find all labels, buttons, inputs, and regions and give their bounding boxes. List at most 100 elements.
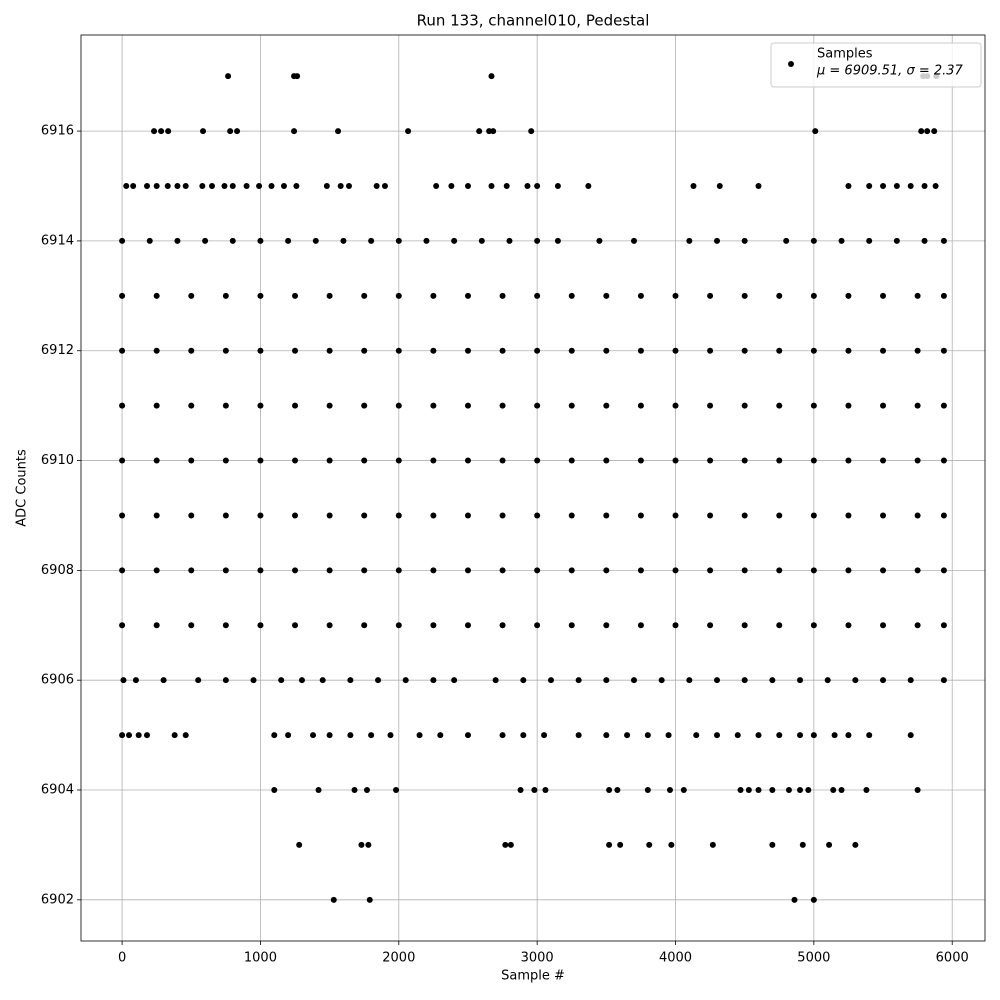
point	[554, 183, 561, 189]
point	[326, 622, 333, 629]
point	[330, 896, 337, 903]
point	[824, 677, 831, 684]
point	[534, 183, 541, 189]
point	[603, 732, 610, 739]
point	[914, 622, 921, 629]
point	[257, 512, 264, 519]
point	[132, 677, 139, 684]
point	[921, 237, 928, 244]
point	[151, 128, 158, 135]
point	[298, 677, 305, 684]
point	[335, 128, 342, 135]
point	[285, 237, 292, 244]
point	[257, 347, 264, 354]
point	[741, 292, 748, 299]
point	[776, 567, 783, 574]
point	[810, 457, 817, 464]
point	[373, 183, 380, 189]
point	[637, 402, 644, 409]
point	[153, 512, 160, 519]
point	[229, 237, 236, 244]
point	[596, 237, 603, 244]
point	[776, 732, 783, 739]
point	[358, 841, 365, 848]
point	[707, 292, 714, 299]
point	[921, 183, 928, 189]
point	[741, 347, 748, 354]
point	[405, 128, 412, 135]
point	[603, 677, 610, 684]
legend-marker	[788, 61, 794, 67]
point	[257, 402, 264, 409]
point	[221, 183, 228, 189]
point	[464, 402, 471, 409]
point	[707, 512, 714, 519]
y-tick-label: 6916	[41, 124, 74, 139]
point	[776, 457, 783, 464]
point	[395, 402, 402, 409]
point	[528, 128, 535, 135]
point	[707, 622, 714, 629]
point	[340, 237, 347, 244]
point	[637, 622, 644, 629]
point	[437, 732, 444, 739]
point	[393, 787, 400, 793]
point	[363, 787, 370, 793]
point	[769, 677, 776, 684]
point	[940, 347, 947, 354]
point	[914, 402, 921, 409]
point	[707, 402, 714, 409]
point	[541, 732, 548, 739]
point	[423, 237, 430, 244]
point	[361, 512, 368, 519]
point	[285, 732, 292, 739]
point	[326, 732, 333, 739]
point	[476, 128, 483, 135]
point	[741, 677, 748, 684]
point	[361, 402, 368, 409]
point	[845, 622, 852, 629]
point	[630, 677, 637, 684]
point	[292, 292, 299, 299]
point	[202, 237, 209, 244]
point	[810, 622, 817, 629]
point	[799, 841, 806, 848]
point	[714, 732, 721, 739]
point	[534, 512, 541, 519]
point	[256, 183, 263, 189]
point	[520, 732, 527, 739]
point	[464, 567, 471, 574]
point	[292, 402, 299, 409]
point	[503, 183, 510, 189]
point	[914, 457, 921, 464]
point	[672, 567, 679, 574]
point	[222, 622, 229, 629]
point	[755, 787, 762, 793]
point	[451, 677, 458, 684]
x-tick-label: 5000	[797, 951, 830, 966]
point	[830, 787, 837, 793]
point	[880, 347, 887, 354]
point	[845, 457, 852, 464]
point	[707, 567, 714, 574]
point	[924, 128, 931, 135]
point	[931, 128, 938, 135]
point	[606, 787, 613, 793]
point	[222, 292, 229, 299]
point	[430, 347, 437, 354]
y-tick-label: 6904	[41, 783, 74, 798]
point	[222, 347, 229, 354]
point	[499, 347, 506, 354]
grid	[81, 35, 985, 941]
point	[188, 402, 195, 409]
point	[507, 841, 514, 848]
point	[918, 128, 925, 135]
point	[499, 732, 506, 739]
point	[326, 402, 333, 409]
point	[368, 732, 375, 739]
point	[464, 512, 471, 519]
point	[351, 787, 358, 793]
point	[614, 787, 621, 793]
